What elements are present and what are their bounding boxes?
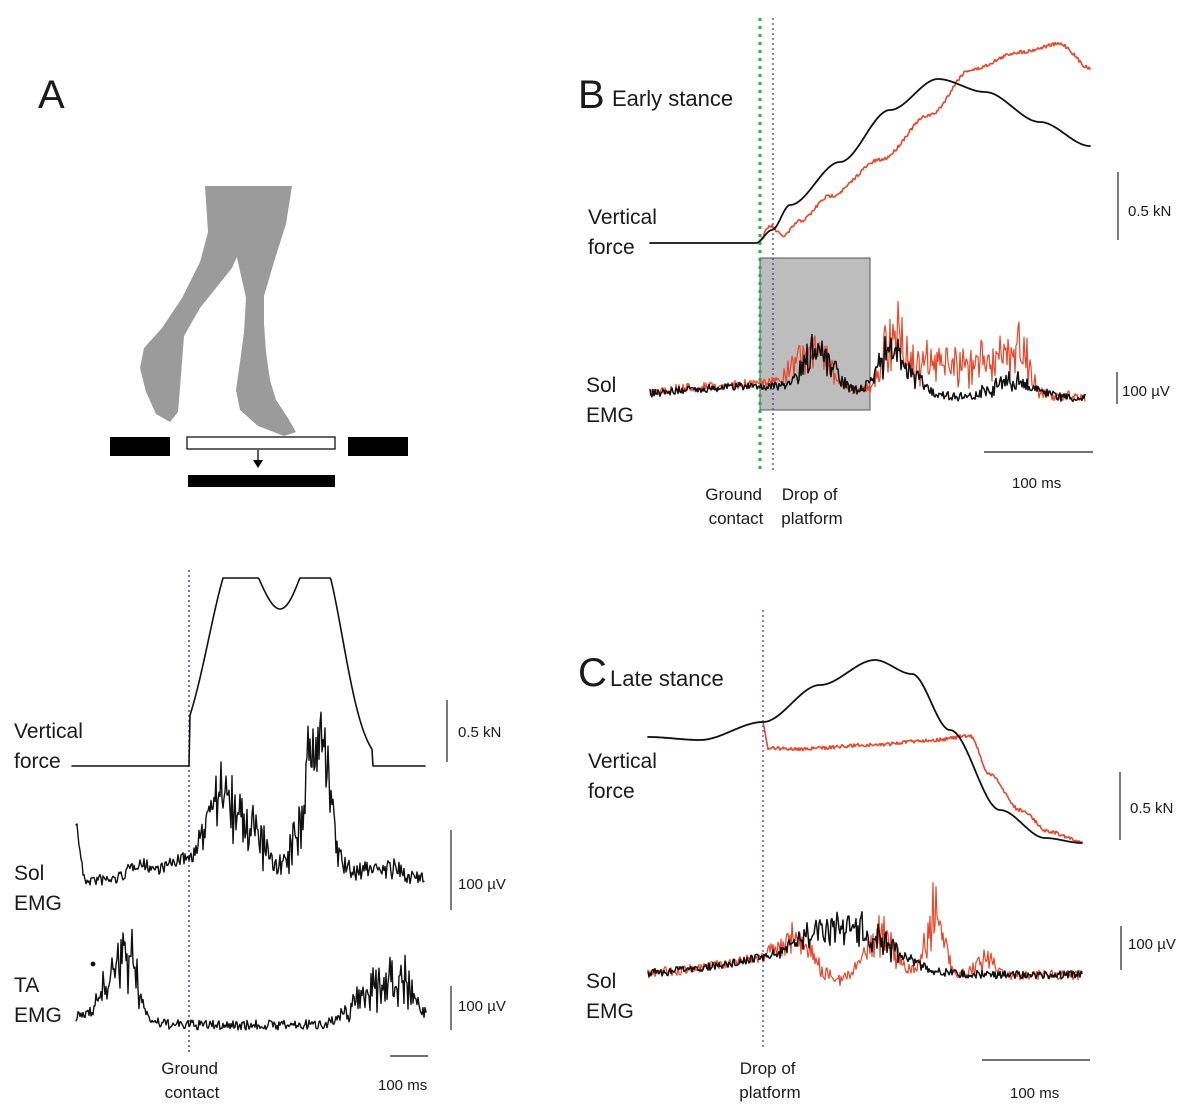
panel-c-force-control-trace	[647, 659, 1083, 844]
panel-c-force-perturbed-trace	[647, 721, 1083, 844]
panel-a-ground-contact-label: Ground contact	[161, 1059, 222, 1102]
panel-a-sol-scale-label: 100 µV	[458, 876, 506, 893]
ground-right-block	[348, 437, 408, 456]
panel-b-ground-contact-label: Ground contact	[705, 485, 766, 528]
panel-a-vertical-force-label: Vertical force	[14, 720, 89, 773]
panel-b-sol-emg-label: Sol EMG	[586, 374, 634, 427]
panel-c-emg-control-trace	[647, 911, 1083, 980]
panel-a-force-scale-label: 0.5 kN	[458, 724, 501, 741]
panel-a: A Vertical force Sol EMG TA	[14, 73, 506, 1102]
panel-b-emg-control-trace	[649, 333, 1086, 403]
panel-b-time-scale-label: 100 ms	[1012, 475, 1061, 492]
front-leg-silhouette	[222, 186, 296, 436]
panel-c-sol-emg-label: Sol EMG	[586, 970, 634, 1023]
panel-a-ta-artifact-dot	[90, 961, 96, 967]
panel-a-sol-emg-trace	[75, 711, 425, 886]
panel-c: C Late stance Vertical force Sol EMG Dro…	[578, 610, 1176, 1102]
panel-b-vertical-force-label: Vertical force	[588, 206, 663, 259]
panel-c-time-scale-label: 100 ms	[1010, 1085, 1059, 1102]
ground-left-block	[110, 437, 170, 456]
panel-c-force-scale-label: 0.5 kN	[1130, 800, 1173, 817]
walking-legs-illustration	[110, 186, 408, 487]
panel-b-drop-label: Drop of platform	[781, 485, 842, 528]
panel-c-emg-scale-label: 100 µV	[1128, 936, 1176, 953]
panel-a-time-scale-label: 100 ms	[378, 1077, 427, 1094]
panel-c-letter: C	[578, 651, 607, 695]
panel-c-drop-label: Drop of platform	[739, 1059, 800, 1102]
panel-a-ta-emg-trace	[75, 928, 427, 1031]
panel-b-force-control-trace	[649, 78, 1091, 244]
panel-a-letter: A	[38, 73, 65, 117]
panel-b: B Early stance Vertical force Sol EMG Gr…	[578, 18, 1171, 528]
panel-a-vertical-force-trace	[71, 577, 426, 767]
panel-b-emg-scale-label: 100 µV	[1122, 383, 1170, 400]
panel-b-title: Early stance	[612, 86, 733, 111]
panel-a-sol-emg-label: Sol EMG	[14, 862, 62, 915]
lowered-platform-base	[188, 475, 335, 487]
panel-a-ta-emg-label: TA EMG	[14, 974, 62, 1027]
drop-arrow-head	[253, 460, 263, 468]
panel-c-vertical-force-label: Vertical force	[588, 750, 663, 803]
panel-c-title: Late stance	[610, 666, 724, 691]
panel-b-force-scale-label: 0.5 kN	[1128, 203, 1171, 220]
drop-platform	[186, 436, 336, 450]
panel-c-emg-perturbed-trace	[647, 882, 1083, 987]
panel-b-letter: B	[578, 73, 605, 117]
back-leg-silhouette	[140, 186, 256, 422]
panel-a-ta-scale-label: 100 µV	[458, 998, 506, 1015]
panel-b-force-perturbed-trace	[759, 41, 1091, 241]
